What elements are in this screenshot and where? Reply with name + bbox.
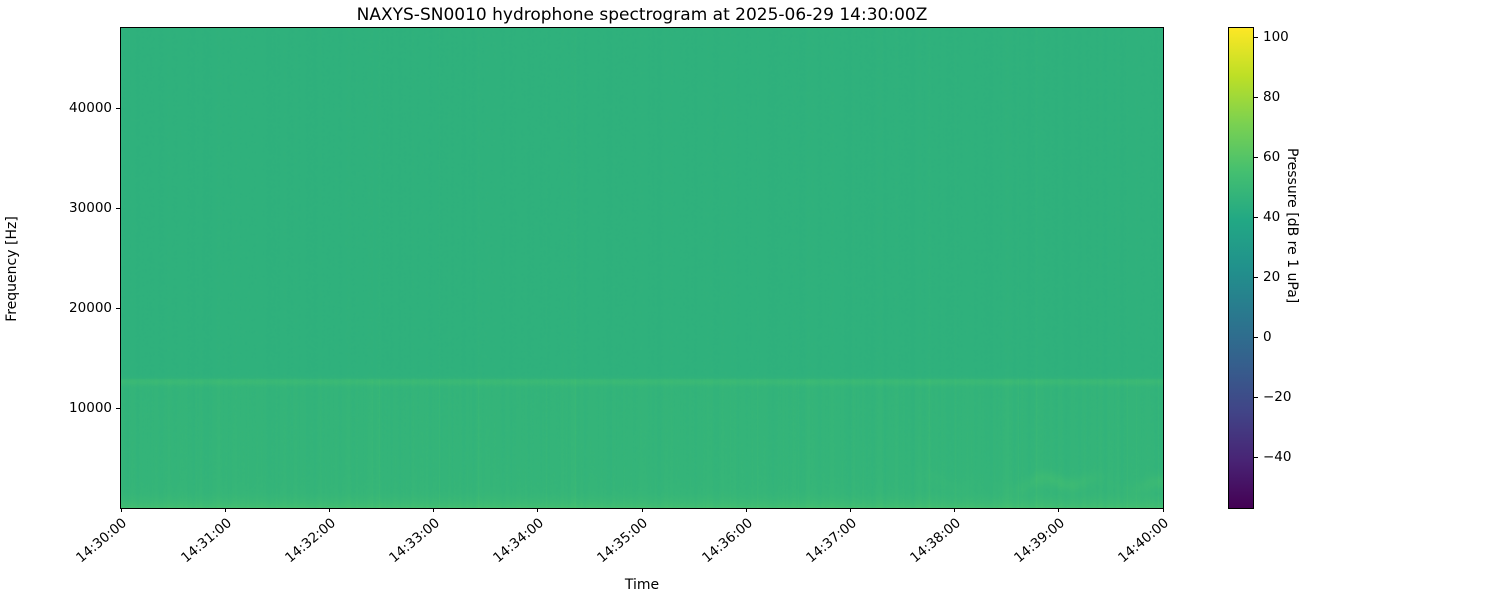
colorbar-tick-label: −20: [1263, 389, 1292, 405]
x-tick-label: 14:34:00: [490, 515, 548, 567]
colorbar-tickmark: [1254, 156, 1258, 158]
x-tick-label: 14:31:00: [177, 515, 235, 567]
y-tickmark: [116, 207, 120, 209]
x-tickmark: [120, 508, 122, 512]
y-tick-label: 10000: [69, 400, 112, 416]
x-tick-label: 14:40:00: [1115, 515, 1173, 567]
spectrogram-heatmap: [121, 28, 1163, 508]
y-tick-label: 20000: [69, 300, 112, 316]
colorbar-tick-label: 20: [1263, 269, 1281, 285]
colorbar-tick-label: 0: [1263, 329, 1272, 345]
x-axis-label: Time: [624, 577, 660, 593]
colorbar-tickmark: [1254, 336, 1258, 338]
x-tickmark: [745, 508, 747, 512]
colorbar-label: Pressure [dB re 1 uPa]: [1284, 148, 1300, 304]
x-tickmark: [224, 508, 226, 512]
colorbar-tickmark: [1254, 456, 1258, 458]
colorbar-tick-label: 60: [1263, 149, 1281, 165]
plot-area: [120, 27, 1164, 509]
x-tick-label: 14:39:00: [1011, 515, 1069, 567]
x-tick-label: 14:32:00: [281, 515, 339, 567]
colorbar-tickmark: [1254, 36, 1258, 38]
y-tickmark: [116, 407, 120, 409]
y-tick-label: 30000: [69, 200, 112, 216]
y-axis-label: Frequency [Hz]: [4, 216, 20, 322]
colorbar-tick-label: 100: [1263, 29, 1289, 45]
colorbar-tick-label: −40: [1263, 449, 1292, 465]
x-tick-label: 14:33:00: [386, 515, 443, 567]
colorbar-gradient: [1228, 27, 1254, 509]
x-tickmark: [1058, 508, 1060, 512]
colorbar-tickmark: [1254, 96, 1258, 98]
chart-title: NAXYS-SN0010 hydrophone spectrogram at 2…: [356, 5, 928, 25]
x-tick-label: 14:38:00: [907, 515, 964, 567]
x-tickmark: [641, 508, 643, 512]
colorbar-tickmark: [1254, 396, 1258, 398]
y-tick-label: 40000: [69, 100, 112, 116]
colorbar-tick-label: 80: [1263, 89, 1281, 105]
y-tickmark: [116, 107, 120, 109]
x-tickmark: [849, 508, 851, 512]
x-tick-label: 14:36:00: [698, 515, 756, 567]
x-tick-label: 14:37:00: [802, 515, 860, 567]
colorbar-tickmark: [1254, 276, 1258, 278]
colorbar-tickmark: [1254, 216, 1258, 218]
x-tickmark: [537, 508, 539, 512]
y-tickmark: [116, 307, 120, 309]
x-tick-label: 14:35:00: [594, 515, 652, 567]
x-tick-label: 14:30:00: [73, 515, 131, 567]
x-tickmark: [1162, 508, 1164, 512]
x-tickmark: [954, 508, 956, 512]
x-tickmark: [328, 508, 330, 512]
colorbar-tick-label: 40: [1263, 209, 1281, 225]
x-tickmark: [433, 508, 435, 512]
